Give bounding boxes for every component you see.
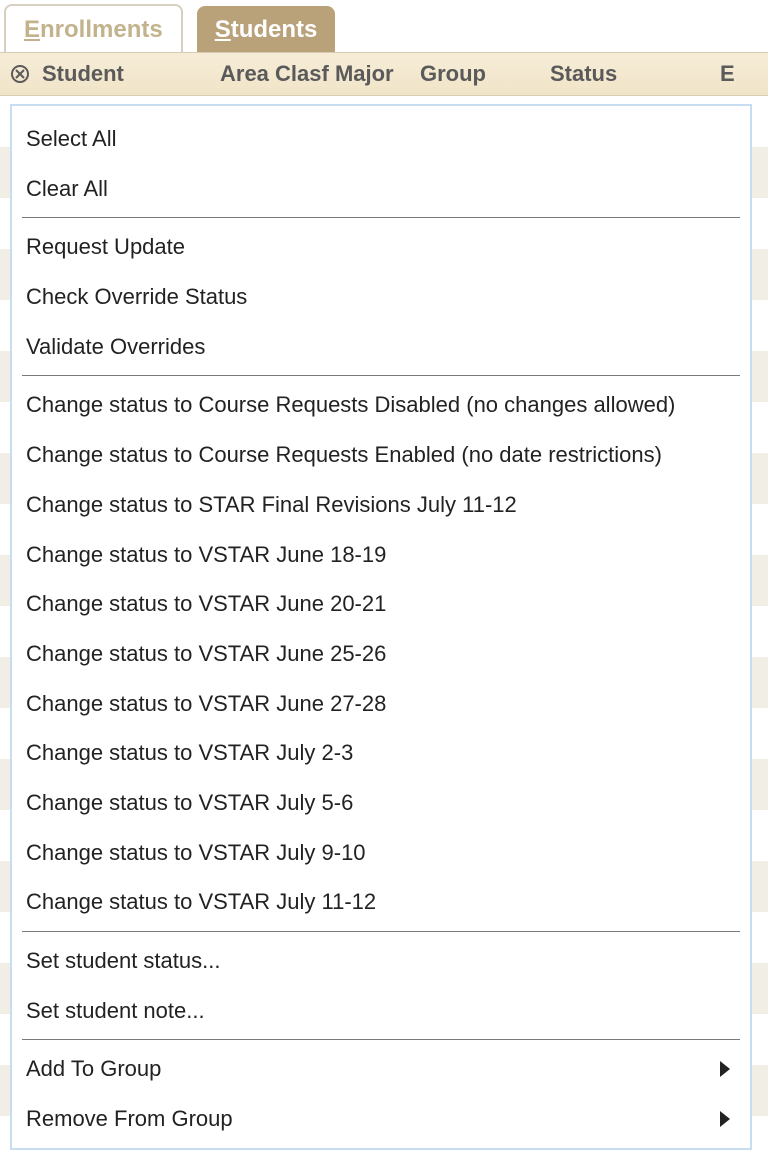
menu-item-change-status[interactable]: Change status to VSTAR July 11-12: [12, 877, 750, 927]
tab-enrollments-rest: nrollments: [40, 16, 163, 43]
menu-item-label: Change status to VSTAR June 20-21: [26, 589, 386, 619]
menu-item-label: Change status to Course Requests Enabled…: [26, 440, 662, 470]
tab-students-accel: S: [215, 16, 231, 43]
menu-item-change-status[interactable]: Change status to VSTAR July 5-6: [12, 778, 750, 828]
tab-students-rest: tudents: [231, 16, 318, 43]
menu-item-label: Change status to VSTAR July 11-12: [26, 887, 376, 917]
menu-item-change-status[interactable]: Change status to VSTAR June 18-19: [12, 530, 750, 580]
menu-item-label: Change status to VSTAR June 27-28: [26, 689, 386, 719]
close-icon[interactable]: [10, 64, 30, 84]
menu-item-label: Remove From Group: [26, 1104, 233, 1134]
menu-item-label: Clear All: [26, 174, 108, 204]
menu-item-change-status[interactable]: Change status to Course Requests Disable…: [12, 380, 750, 430]
menu-item-add-to-group[interactable]: Add To Group: [12, 1044, 750, 1094]
chevron-right-icon: [720, 1061, 730, 1077]
menu-item-change-status[interactable]: Change status to VSTAR June 27-28: [12, 679, 750, 729]
menu-item-remove-from-group[interactable]: Remove From Group: [12, 1094, 750, 1144]
content-area: Select All Clear All Request Update Chec…: [0, 96, 768, 1126]
menu-separator: [22, 1039, 740, 1040]
chevron-right-icon: [720, 1111, 730, 1127]
context-menu: Select All Clear All Request Update Chec…: [10, 104, 752, 1150]
menu-item-label: Change status to VSTAR July 5-6: [26, 788, 353, 818]
menu-item-select-all[interactable]: Select All: [12, 114, 750, 164]
menu-item-change-status[interactable]: Change status to VSTAR June 20-21: [12, 579, 750, 629]
menu-separator: [22, 375, 740, 376]
menu-item-label: Set student note...: [26, 996, 205, 1026]
menu-item-request-update[interactable]: Request Update: [12, 222, 750, 272]
column-header-group[interactable]: Group: [420, 61, 550, 87]
menu-item-change-status[interactable]: Change status to VSTAR July 2-3: [12, 728, 750, 778]
menu-item-label: Add To Group: [26, 1054, 161, 1084]
menu-item-set-student-note[interactable]: Set student note...: [12, 986, 750, 1036]
menu-item-change-status[interactable]: Change status to VSTAR July 9-10: [12, 828, 750, 878]
menu-item-label: Change status to STAR Final Revisions Ju…: [26, 490, 517, 520]
menu-item-change-status[interactable]: Change status to VSTAR June 25-26: [12, 629, 750, 679]
menu-item-change-status[interactable]: Change status to STAR Final Revisions Ju…: [12, 480, 750, 530]
menu-item-label: Change status to VSTAR June 25-26: [26, 639, 386, 669]
menu-separator: [22, 217, 740, 218]
tab-enrollments[interactable]: Enrollments: [4, 4, 183, 52]
menu-item-set-student-status[interactable]: Set student status...: [12, 936, 750, 986]
menu-item-label: Select All: [26, 124, 117, 154]
menu-item-change-status[interactable]: Change status to Course Requests Enabled…: [12, 430, 750, 480]
tab-enrollments-accel: E: [24, 16, 40, 43]
menu-item-clear-all[interactable]: Clear All: [12, 164, 750, 214]
menu-item-label: Request Update: [26, 232, 185, 262]
column-header-bar: Student Area Clasf Major Group Status E: [0, 52, 768, 96]
menu-item-check-override-status[interactable]: Check Override Status: [12, 272, 750, 322]
menu-item-validate-overrides[interactable]: Validate Overrides: [12, 322, 750, 372]
menu-item-label: Validate Overrides: [26, 332, 205, 362]
menu-item-label: Change status to VSTAR July 2-3: [26, 738, 353, 768]
menu-item-label: Check Override Status: [26, 282, 247, 312]
column-header-e[interactable]: E: [720, 61, 735, 87]
column-header-status[interactable]: Status: [550, 61, 720, 87]
tab-bar: Enrollments Students: [0, 0, 768, 52]
menu-separator: [22, 931, 740, 932]
column-header-area[interactable]: Area Clasf Major: [220, 61, 420, 87]
column-header-student[interactable]: Student: [42, 61, 220, 87]
menu-item-label: Change status to VSTAR July 9-10: [26, 838, 366, 868]
menu-item-label: Change status to VSTAR June 18-19: [26, 540, 386, 570]
tab-students[interactable]: Students: [197, 6, 336, 52]
menu-item-label: Set student status...: [26, 946, 220, 976]
menu-item-label: Change status to Course Requests Disable…: [26, 390, 675, 420]
